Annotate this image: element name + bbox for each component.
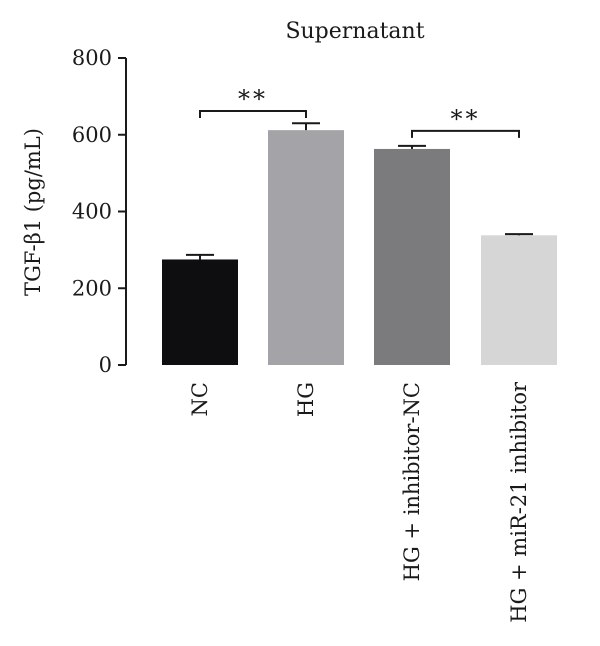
y-axis-label: TGF-β1 (pg/mL) [21, 128, 45, 296]
x-tick-label: NC [188, 382, 212, 416]
significance-marker: ** [238, 85, 268, 113]
y-tick-label: 0 [99, 353, 112, 377]
bar [481, 235, 557, 365]
x-tick-label: HG + inhibitor-NC [400, 382, 424, 581]
chart-title: Supernatant [285, 19, 424, 44]
bar [268, 130, 344, 365]
x-tick-label: HG [294, 382, 318, 417]
bar [374, 148, 450, 365]
y-tick-label: 200 [72, 276, 112, 300]
y-ticks: 0 200 400 600 800 [72, 46, 126, 377]
significance-layer: ** ** [199, 85, 520, 138]
bars-layer [162, 130, 557, 365]
y-tick-label: 800 [72, 46, 112, 70]
significance-bracket [199, 109, 307, 118]
y-tick-label: 400 [72, 200, 112, 224]
error-bars-layer [186, 122, 533, 260]
significance-marker: ** [451, 105, 481, 133]
x-tick-labels: NC HG HG + inhibitor-NC HG + miR-21 inhibit… [188, 381, 531, 623]
x-tick-label: HG + miR-21 inhibitor [507, 381, 531, 623]
bar [162, 259, 238, 365]
y-tick-label: 600 [72, 123, 112, 147]
significance-bracket [411, 129, 520, 138]
